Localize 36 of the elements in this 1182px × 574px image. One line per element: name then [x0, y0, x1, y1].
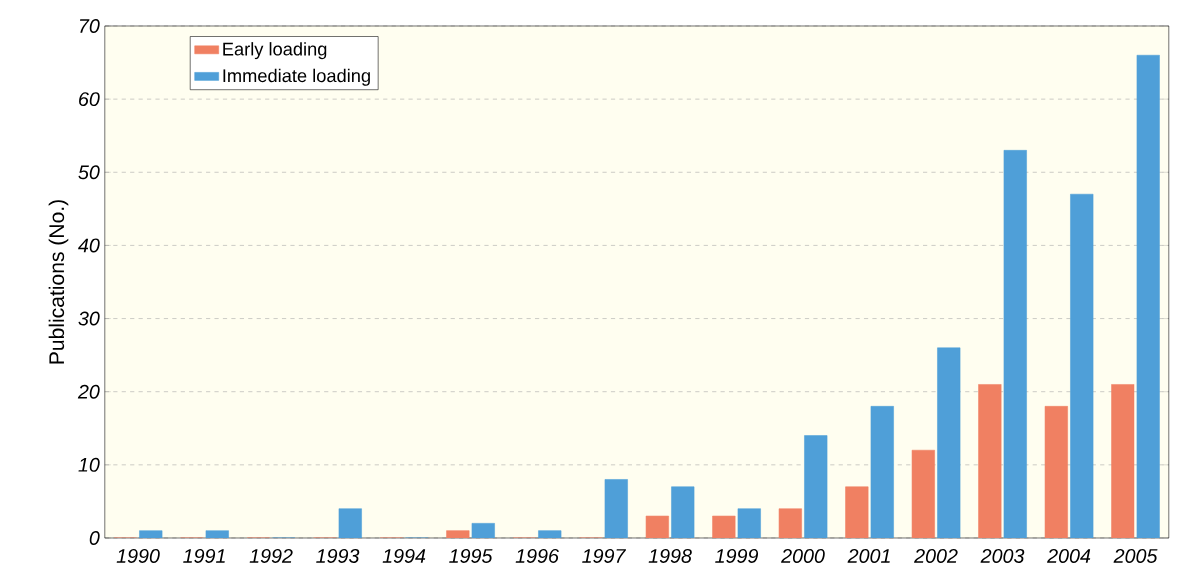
y-tick-label: 70 [79, 19, 100, 33]
bar [978, 384, 1002, 538]
y-tick-label: 40 [78, 238, 100, 253]
x-tick-label: 1990 [116, 548, 160, 563]
x-tick-label: 1997 [582, 548, 627, 563]
y-axis-title: Publications (No.) [48, 200, 69, 364]
bar [1111, 384, 1135, 538]
bar [1044, 406, 1068, 538]
y-tick-label: 20 [77, 384, 100, 399]
x-tick-label: 1999 [715, 548, 759, 563]
x-tick-label: 1995 [449, 548, 493, 563]
x-tick-label: 2000 [781, 548, 825, 563]
bar [645, 515, 669, 538]
y-tick-label: 30 [78, 311, 100, 326]
x-tick-label: 1992 [249, 548, 293, 563]
x-tick-label: 2003 [980, 548, 1025, 563]
y-tick-label: 50 [78, 165, 100, 180]
bar [911, 449, 935, 538]
legend-label: Immediate loading [223, 68, 370, 86]
y-tick-label: 60 [79, 92, 100, 107]
x-tick-label: 1996 [515, 548, 559, 563]
x-tick-label: 1993 [316, 548, 360, 563]
x-tick-label: 1998 [648, 548, 692, 563]
bar [446, 530, 470, 538]
x-tick-label: 2004 [1047, 548, 1091, 563]
x-tick-label: 1991 [183, 548, 225, 563]
bar [845, 486, 869, 538]
legend-label: Early loading [223, 42, 327, 60]
y-tick-label: 10 [78, 457, 100, 472]
x-tick-label: 2001 [847, 548, 890, 563]
x-tick-label: 1994 [382, 548, 426, 563]
x-tick-label: 2005 [1113, 548, 1158, 563]
y-tick-label: 0 [89, 531, 100, 545]
bar [778, 508, 802, 538]
bar [712, 515, 736, 538]
x-tick-label: 2002 [914, 548, 958, 563]
